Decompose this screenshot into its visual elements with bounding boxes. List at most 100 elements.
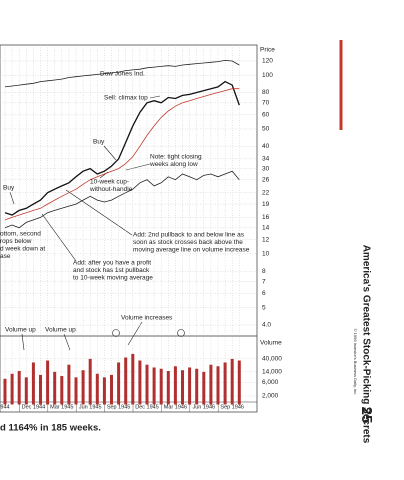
volume-bar (152, 367, 156, 405)
y-tick-label: 8 (262, 268, 266, 275)
arrow (65, 189, 133, 236)
volume-bar (138, 360, 142, 405)
series-line (4, 80, 240, 216)
volume-bar (131, 353, 135, 405)
caption: d 1164% in 185 weeks. (0, 423, 101, 434)
volume-tick-label: 14,000 (262, 369, 282, 376)
volume-axis-title: Volume (260, 340, 282, 347)
volume-bar (159, 368, 163, 405)
x-tick-label: 944 (0, 404, 9, 410)
volume-bar (102, 377, 106, 405)
annotation: Volume increases (121, 315, 173, 322)
series-line (4, 88, 240, 221)
annotation: moving average line on volume increase (133, 247, 250, 254)
volume-bar (237, 360, 241, 405)
y-tick-label: 30 (262, 165, 270, 172)
x-tick-label: Sep 1946 (220, 404, 244, 410)
annotation: Volume up (45, 327, 76, 334)
annotation: without-handle (89, 186, 133, 193)
annotation: d week down at (0, 246, 45, 253)
volume-bar (53, 371, 57, 405)
volume-tick-label: 6,000 (262, 379, 279, 386)
annotation: weeks along low (149, 161, 198, 168)
y-tick-label: 7 (262, 278, 266, 285)
y-tick-label: 16 (262, 214, 270, 221)
annotation-arrows (9, 95, 185, 351)
running-title: America's Greatest Stock-Picking Secrets (360, 245, 371, 444)
volume-bar (46, 360, 50, 405)
annotation: ase (0, 253, 11, 260)
volume-bar (88, 358, 92, 405)
volume-bar (124, 357, 128, 405)
volume-bar (39, 374, 42, 405)
y-tick-label: 70 (262, 100, 270, 107)
y-tick-label: 14 (262, 224, 270, 231)
volume-tick-label: 40,000 (262, 356, 282, 363)
arrow (127, 321, 143, 346)
volume-bar (223, 362, 227, 405)
volume-bar (166, 371, 170, 405)
annotation: Note: tight closing (150, 154, 202, 161)
volume-bar (209, 364, 213, 405)
x-tick-label: Mar 1946 (164, 404, 187, 410)
volume-bar (24, 377, 28, 405)
volume-bar (117, 362, 121, 405)
volume-bar (74, 377, 78, 405)
annotation: Sell: climax top (104, 95, 148, 102)
volume-bar (10, 373, 14, 405)
x-tick-label: Jun 1945 (79, 404, 102, 410)
y-tick-label: 120 (262, 58, 273, 65)
volume-bar (81, 370, 85, 405)
x-tick-label: Jun 1946 (192, 404, 215, 410)
volume-bar (188, 367, 192, 405)
volume-bar (110, 374, 113, 405)
series-line (4, 170, 240, 229)
series-line (4, 59, 240, 88)
arrow (125, 163, 151, 171)
annotation: Buy (3, 185, 15, 192)
annotation: to 10-week moving average (73, 275, 153, 282)
y-tick-label: 50 (262, 126, 270, 133)
annotation: rops below (0, 238, 32, 245)
volume-bar (17, 371, 21, 405)
volume-bar (95, 373, 99, 405)
arrow (41, 213, 77, 262)
annotation: ottom, second (0, 231, 41, 238)
volume-bar (230, 358, 234, 405)
marker-icon (177, 329, 185, 337)
x-tick-label: Mar 1945 (50, 404, 73, 410)
x-tick-label: Dec 1945 (135, 404, 159, 410)
arrow (21, 333, 25, 351)
marker-icon (112, 329, 120, 337)
volume-bar (67, 364, 71, 405)
y-tick-label: 80 (262, 89, 270, 96)
y-tick-label: 6 (262, 290, 266, 297)
volume-bar (181, 370, 184, 405)
annotation: 10-week cup- (90, 179, 129, 186)
y-tick-label: 60 (262, 112, 270, 119)
y-tick-label: 4.0 (262, 322, 271, 329)
arrow (63, 333, 71, 351)
volume-bar (3, 378, 7, 405)
volume-bar (31, 362, 35, 405)
annotation: Buy (93, 139, 105, 146)
y-tick-label: 100 (262, 72, 273, 79)
volume-bar (145, 364, 149, 405)
page-number: 25 (358, 407, 375, 424)
arrow (103, 145, 117, 161)
volume-bar (195, 368, 199, 405)
chart-frame (0, 44, 258, 413)
annotation: Volume up (5, 327, 36, 334)
y-tick-label: 22 (262, 189, 270, 196)
y-axis-title: Price (260, 47, 275, 54)
y-tick-label: 5 (262, 304, 266, 311)
y-tick-label: 19 (262, 201, 270, 208)
volume-bar (173, 366, 177, 405)
volume-bar (216, 366, 220, 405)
annotation: Add: after you have a profit (73, 260, 151, 267)
annotation: Add: 2nd pullback to and below line as (133, 232, 245, 239)
annotation: Dow Jones Ind. (100, 71, 145, 78)
x-tick-label: Dec 1944 (22, 404, 46, 410)
volume-tick-label: 2,000 (262, 393, 279, 400)
